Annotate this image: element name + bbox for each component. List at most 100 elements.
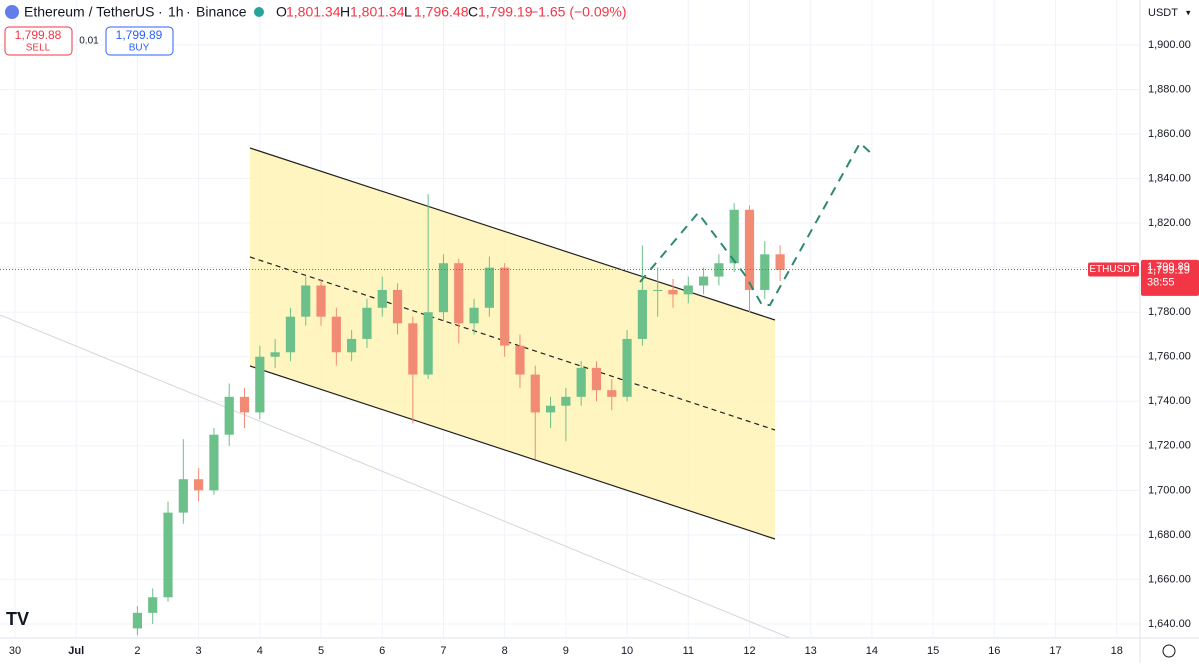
ask-label: 1,799.89	[1147, 261, 1190, 273]
candle-body	[530, 374, 540, 413]
candles	[132, 194, 785, 636]
x-tick-label: 30	[9, 645, 21, 657]
logo: TV	[6, 609, 29, 629]
candle-body	[347, 338, 357, 353]
ohlc-value: 1,801.34	[286, 4, 341, 20]
candle-body	[668, 289, 678, 295]
y-tick-label: 1,640.00	[1148, 618, 1191, 630]
x-tick-label: 10	[621, 645, 633, 657]
y-tick-label: 1,820.00	[1148, 217, 1191, 229]
axes: 1,640.00 1,660.00 1,680.00 1,700.00 1,720.00…	[0, 39, 1199, 657]
y-tick-label: 1,720.00	[1148, 440, 1191, 452]
sep: ·	[158, 4, 163, 20]
candle-body	[362, 307, 372, 339]
candle-body	[683, 285, 693, 295]
candle-body	[301, 285, 311, 317]
candle-body	[744, 209, 755, 290]
candle-body	[255, 356, 265, 413]
price-tag-bg	[1141, 259, 1199, 296]
candle-body	[209, 434, 219, 491]
candle-body	[561, 396, 571, 406]
candle-body	[194, 479, 204, 491]
ohlc-key: L	[404, 4, 412, 20]
x-tick-label: Jul	[68, 645, 84, 657]
candle-body	[316, 285, 326, 317]
channel-mid	[249, 256, 776, 431]
sep: ·	[186, 4, 191, 20]
x-tick-label: 3	[196, 645, 202, 657]
candle-body	[454, 263, 464, 324]
candle-body	[653, 289, 663, 291]
buy-button[interactable]	[105, 26, 174, 56]
candle-body	[515, 345, 525, 375]
candle-body	[331, 316, 341, 353]
ticker: ETHUSDT	[1089, 264, 1136, 275]
candle-body	[484, 267, 494, 308]
candle-body	[622, 338, 632, 397]
candle-body	[591, 367, 602, 391]
symbol: Ethereum / TetherUS	[24, 4, 154, 20]
y-tick-label: 1,900.00	[1148, 39, 1191, 51]
channel-fill	[250, 148, 775, 539]
sell-label: SELL	[26, 43, 51, 54]
x-tick-label: 6	[379, 645, 385, 657]
settings-icon[interactable]	[1162, 644, 1176, 658]
candle-body	[438, 263, 449, 313]
candle-body	[408, 323, 418, 375]
candle-body	[775, 254, 785, 270]
x-tick-label: 9	[563, 645, 569, 657]
buy-price: 1,799.89	[116, 28, 163, 42]
ticker-bg	[1088, 262, 1139, 277]
y-tick-label: 1,860.00	[1148, 128, 1191, 140]
y-tick-label: 1,840.00	[1148, 173, 1191, 185]
y-tick-label: 1,660.00	[1148, 573, 1191, 585]
candle-body	[148, 597, 158, 613]
y-tick-label: 1,740.00	[1148, 395, 1191, 407]
candle-body	[637, 289, 647, 339]
candle-body	[469, 307, 479, 324]
currency-caret: ▾	[1186, 7, 1191, 17]
candle-body	[714, 263, 724, 277]
ohlc-key: H	[340, 4, 350, 20]
x-tick-label: 15	[927, 645, 939, 657]
status-dot	[254, 7, 264, 17]
sell-button[interactable]	[4, 26, 73, 56]
buy-label: BUY	[129, 43, 150, 54]
candle-body	[239, 396, 250, 413]
candle-body	[132, 612, 143, 629]
trend-line	[0, 314, 791, 639]
ohlc-key: C	[468, 4, 478, 20]
y-tick-label: 1,760.00	[1148, 351, 1191, 363]
currency[interactable]: USDT	[1148, 7, 1178, 19]
candle-body	[224, 396, 234, 435]
x-tick-label: 16	[988, 645, 1000, 657]
x-tick-label: 5	[318, 645, 324, 657]
candle-body	[576, 367, 586, 397]
interval: 1h	[168, 4, 184, 20]
channel-bottom	[249, 365, 776, 540]
x-tick-label: 12	[743, 645, 755, 657]
candle-body	[500, 267, 510, 346]
candle-body	[423, 312, 433, 375]
candle-body	[698, 276, 709, 286]
y-tick-label: 1,700.00	[1148, 484, 1191, 496]
candle-body	[392, 289, 403, 324]
candle-body	[729, 209, 739, 264]
sell-price: 1,799.88	[15, 28, 62, 42]
last-price-label: 1,799.19	[1147, 264, 1190, 276]
candle-body	[545, 405, 556, 413]
ohlc-value: 1,799.19	[478, 4, 533, 20]
spread: 0.01	[79, 36, 99, 47]
candle-body	[607, 390, 617, 397]
x-tick-label: 13	[805, 645, 817, 657]
ohlc-key: O	[276, 4, 287, 20]
x-tick-label: 2	[134, 645, 140, 657]
x-tick-label: 14	[866, 645, 878, 657]
symbol-icon	[5, 5, 19, 19]
x-tick-label: 7	[440, 645, 446, 657]
candle-body	[760, 254, 770, 290]
candle-body	[285, 316, 296, 353]
ohlc-value: 1,801.34	[350, 4, 405, 20]
candle-body	[178, 479, 188, 513]
